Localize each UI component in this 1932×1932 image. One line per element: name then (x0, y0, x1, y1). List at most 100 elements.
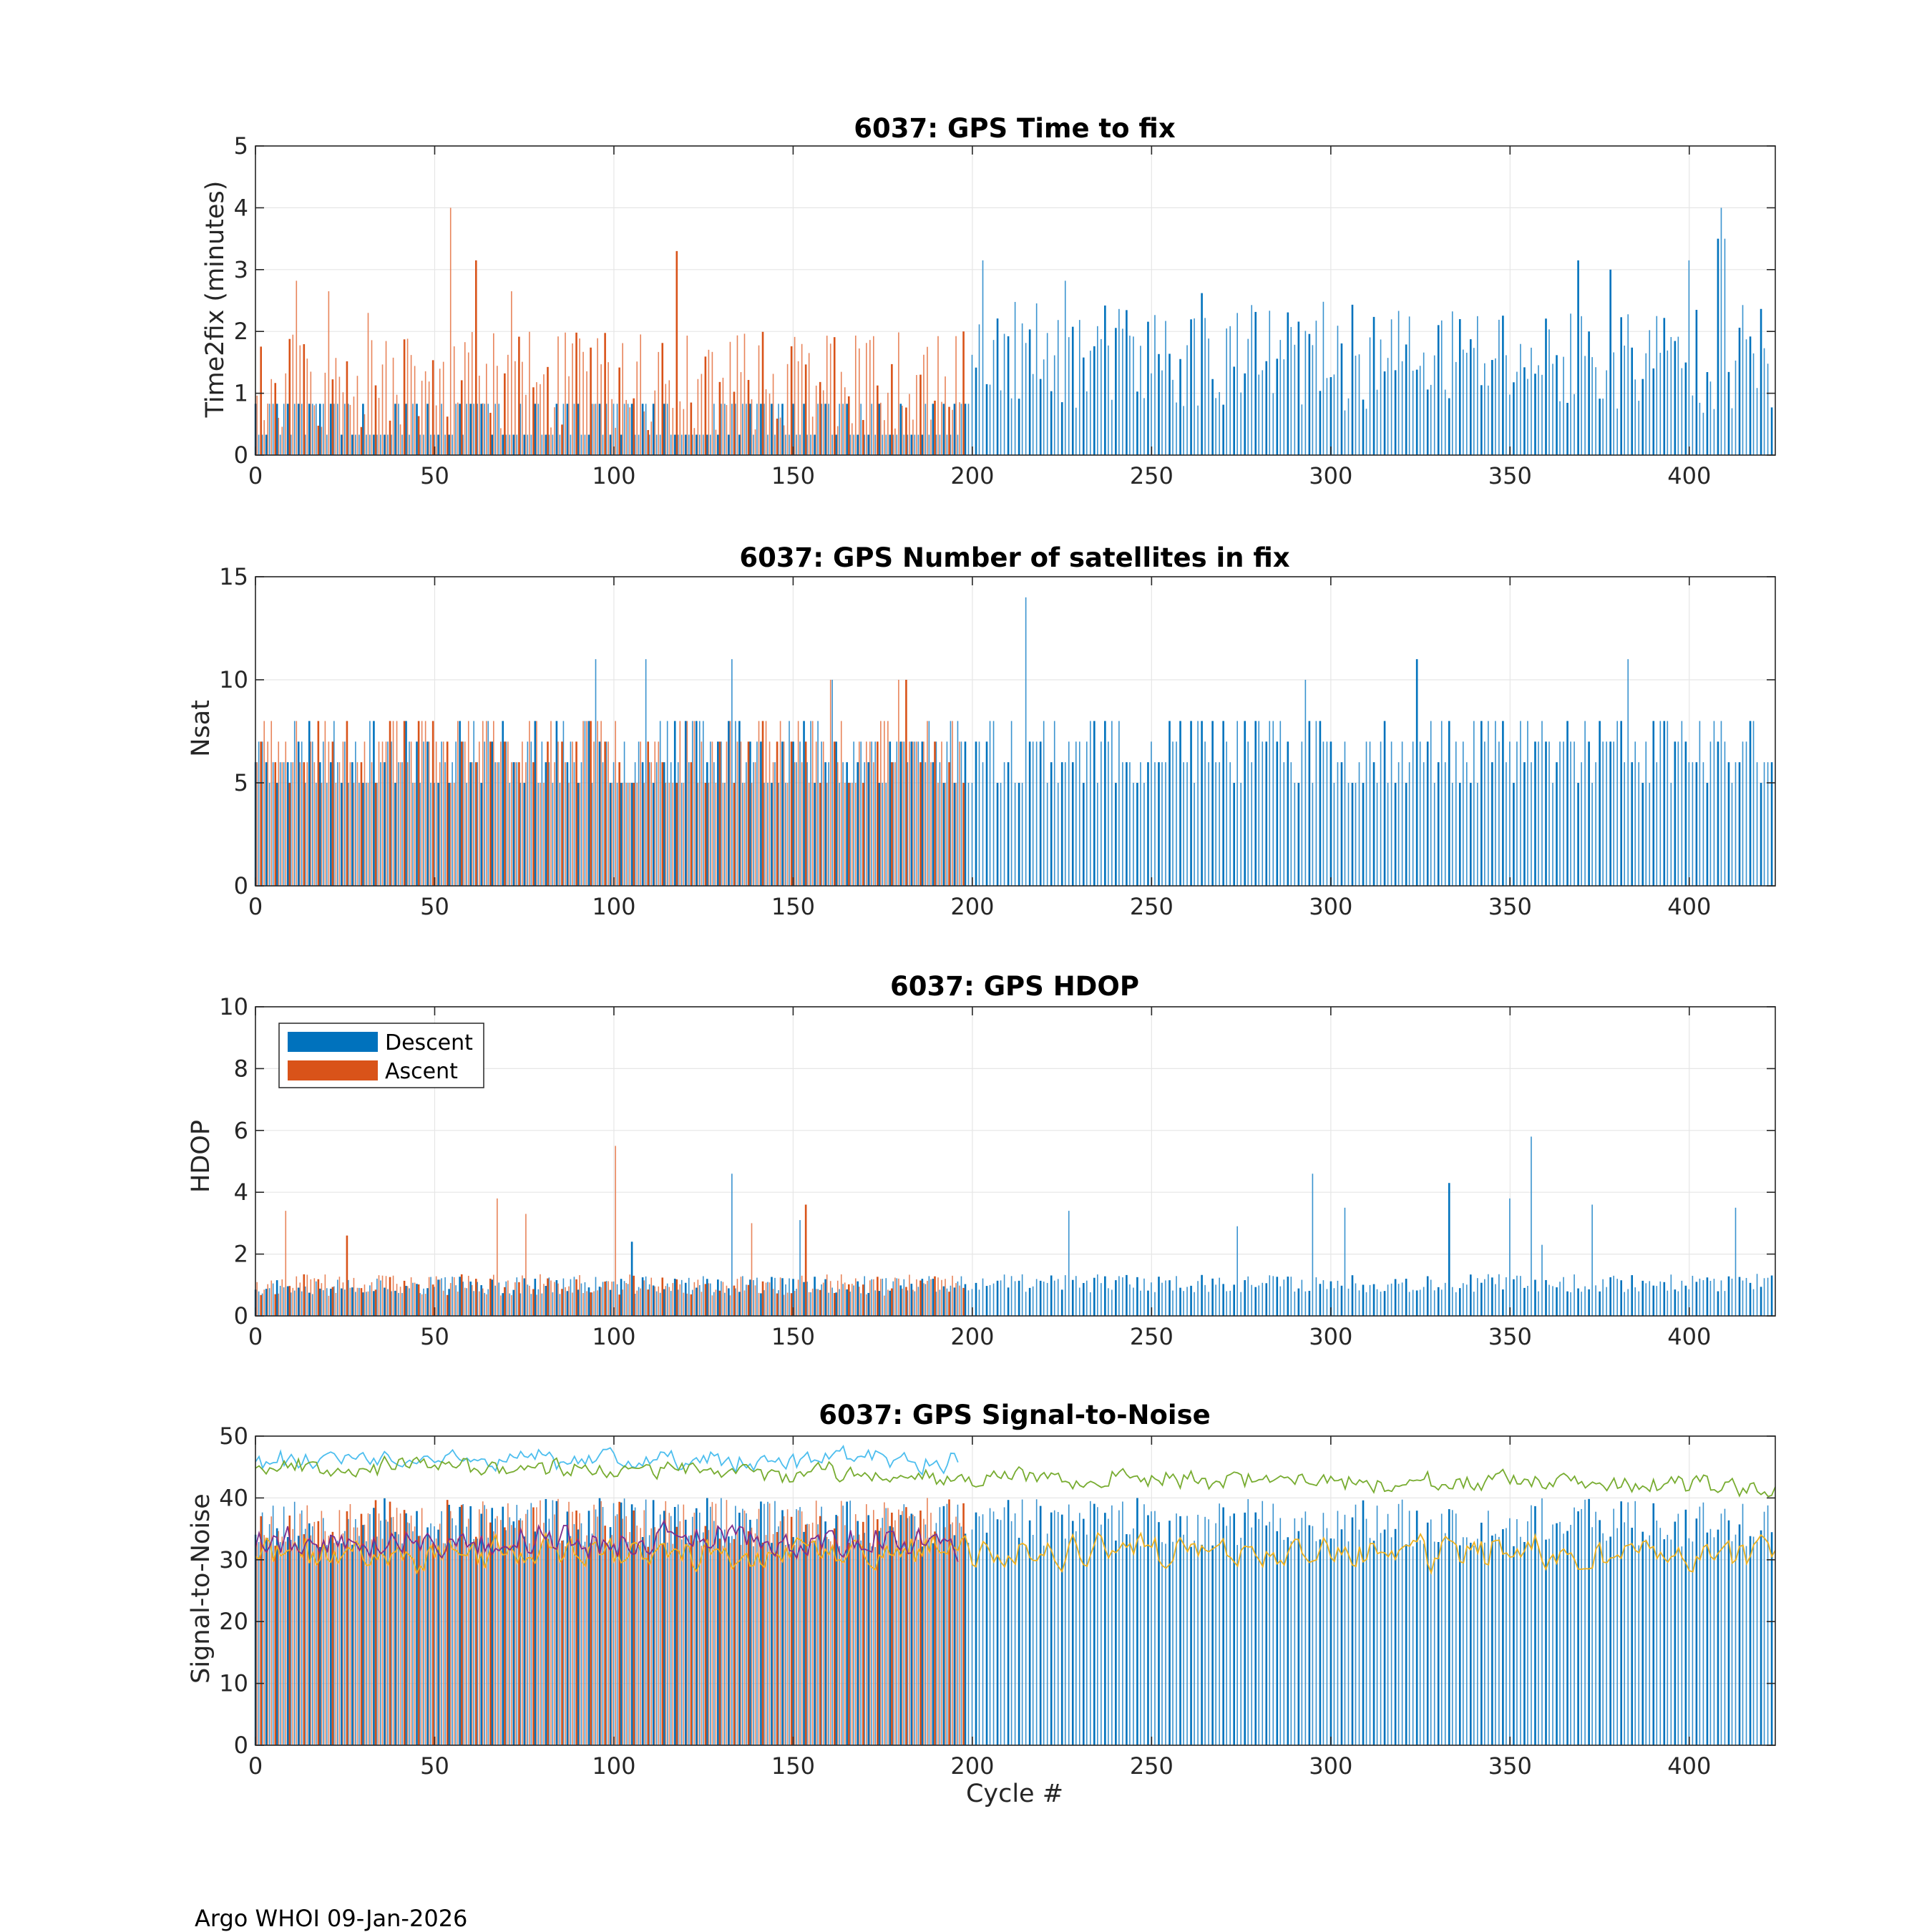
hdop-ascent-bar (381, 1275, 384, 1316)
nsat-descent-bar (1717, 741, 1719, 886)
hdop-frame (255, 1006, 1776, 1317)
nsat-descent-bar (441, 741, 442, 886)
hdop-xtick-label: 200 (950, 1323, 994, 1350)
hdop-descent-bar (1638, 1291, 1640, 1316)
snr-descent-bar (746, 1513, 747, 1745)
ttf-descent-bar (1014, 301, 1016, 455)
snr-descent-bar (1670, 1539, 1672, 1745)
snr-descent-bar (1147, 1515, 1149, 1745)
ttf-descent-bar (358, 434, 360, 455)
nsat-descent-bar (892, 762, 894, 886)
ttf-descent-bar (914, 434, 916, 455)
hdop-descent-bar (1021, 1274, 1023, 1316)
nsat-ascent-bar (962, 783, 965, 886)
snr-descent-bar (1397, 1503, 1400, 1745)
ttf-ascent-bar (779, 417, 781, 455)
snr-descent-bar (1602, 1533, 1604, 1745)
hdop-descent-bar (799, 1220, 801, 1316)
nsat-descent-bar (1588, 741, 1590, 886)
hdop-descent-bar (1297, 1288, 1300, 1316)
nsat-ascent-bar (650, 762, 653, 886)
snr-descent-bar (1709, 1528, 1712, 1745)
hdop-descent-bar (1028, 1287, 1031, 1316)
snr-descent-bar (473, 1538, 474, 1745)
nsat-ascent-bar (335, 783, 337, 886)
hdop-descent-bar (1440, 1289, 1443, 1316)
ttf-descent-bar (318, 404, 321, 455)
nsat-descent-bar (279, 762, 281, 886)
ttf-descent-bar (466, 404, 467, 455)
hdop-ascent-bar (636, 1290, 638, 1316)
nsat-descent-bar (907, 762, 909, 886)
hdop-ascent-bar (579, 1275, 580, 1316)
ttf-descent-bar (512, 434, 515, 455)
snr-descent-bar (1426, 1522, 1429, 1745)
nsat-ascent-bar (794, 762, 796, 886)
nsat-ascent-bar (758, 721, 760, 886)
snr-descent-bar (946, 1503, 948, 1745)
nsat-descent-bar (1028, 741, 1031, 886)
nsat-descent-bar (1473, 721, 1475, 886)
snr-descent-bar (1591, 1527, 1593, 1745)
nsat-ascent-bar (572, 741, 573, 886)
snr-descent-bar (373, 1508, 375, 1745)
nsat-descent-bar (985, 741, 988, 886)
ttf-descent-bar (275, 404, 278, 455)
hdop-descent-bar (1308, 1290, 1311, 1316)
nsat-descent-bar (602, 762, 604, 886)
hdop-ascent-bar (629, 1274, 630, 1316)
hdop-ascent-bar (306, 1274, 308, 1316)
nsat-ascent-bar (446, 741, 449, 886)
ttf-descent-bar (738, 434, 741, 455)
ttf-descent-bar (1101, 338, 1102, 455)
ttf-descent-bar (663, 404, 665, 455)
snr-descent-bar (1215, 1523, 1216, 1745)
ttf-ascent-bar (704, 356, 707, 455)
ttf-descent-bar (577, 404, 580, 455)
hdop-descent-bar (680, 1279, 683, 1316)
snr-ascent-bar (633, 1510, 635, 1745)
hdop-title: 6037: GPS HDOP (890, 971, 1139, 1002)
ttf-descent-bar (659, 434, 661, 455)
snr-descent-bar (1749, 1536, 1752, 1745)
snr-descent-bar (1330, 1538, 1332, 1745)
ttf-ascent-bar (790, 346, 793, 455)
nsat-descent-bar (713, 762, 715, 886)
hdop-descent-bar (1506, 1277, 1507, 1316)
snr-descent-bar (290, 1539, 292, 1745)
ttf-ascent-bar (310, 371, 312, 455)
snr-ascent-bar (640, 1528, 642, 1745)
snr-descent-bar (691, 1516, 693, 1745)
snr-ascent-bar (593, 1504, 595, 1745)
snr-descent-bar (455, 1525, 457, 1745)
snr-ascent-bar (278, 1531, 280, 1745)
nsat-descent-bar (311, 741, 313, 886)
ttf-ascent-bar (511, 291, 512, 455)
nsat-descent-bar (1752, 721, 1755, 886)
hdop-ascent-bar (464, 1287, 466, 1316)
snr-descent-bar (728, 1536, 730, 1745)
nsat-descent-bar (1154, 762, 1156, 886)
ttf-ascent-bar (959, 402, 960, 455)
snr-descent-bar (613, 1503, 615, 1745)
nsat-descent-bar (1390, 741, 1392, 886)
snr-ascent-bar (321, 1511, 323, 1745)
snr-ascent-bar (704, 1526, 707, 1745)
snr-title: 6037: GPS Signal-to-Noise (819, 1400, 1210, 1430)
hdop-ascent-bar (665, 1286, 667, 1316)
nsat-descent-bar (261, 741, 263, 886)
snr-descent-bar (441, 1511, 442, 1745)
nsat-ytick-label: 15 (219, 563, 248, 590)
ttf-descent-bar (1010, 398, 1013, 455)
ttf-descent-bar (634, 434, 636, 455)
snr-descent-bar (398, 1534, 399, 1745)
nsat-descent-bar (1670, 783, 1672, 886)
nsat-ascent-bar (743, 783, 746, 886)
ttf-descent-bar (401, 434, 403, 455)
ttf-descent-bar (1401, 361, 1403, 455)
snr-descent-bar (1681, 1546, 1683, 1745)
ttf-descent-bar (1204, 318, 1206, 455)
ttf-ascent-bar (658, 351, 660, 455)
ttf-descent-bar (1219, 392, 1220, 455)
snr-descent-bar (366, 1541, 367, 1745)
